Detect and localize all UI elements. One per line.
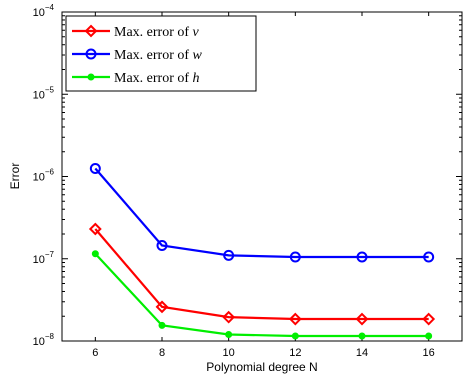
- data-point-diamond: [222, 310, 236, 324]
- x-tick-label: 10: [223, 347, 235, 359]
- y-axis-label: Error: [8, 163, 22, 190]
- data-point-dot: [91, 250, 99, 258]
- legend-label-w: Max. error of w: [114, 48, 203, 63]
- data-point-dot: [87, 73, 95, 81]
- legend-label-v: Max. error of v: [114, 25, 200, 40]
- data-point-diamond: [288, 312, 302, 326]
- x-ticks: 6 8 10 12 14 16: [92, 12, 435, 359]
- data-point-diamond: [422, 312, 436, 326]
- y-tick-label: 10−4: [33, 3, 55, 19]
- legend: Max. error of v Max. error of w Max. error…: [65, 15, 257, 92]
- data-point-circle: [156, 239, 168, 251]
- x-tick-label: 16: [423, 347, 435, 359]
- data-point-circle: [85, 48, 97, 60]
- data-point-dot: [225, 330, 233, 338]
- legend-label-h: Max. error of h: [114, 71, 200, 86]
- data-point-diamond: [155, 300, 169, 314]
- data-point-dot: [358, 332, 366, 340]
- series-line-v: [94, 228, 429, 321]
- y-tick-label: 10−8: [33, 332, 55, 348]
- data-point-circle: [223, 249, 235, 261]
- y-ticks: 10−8 10−7 10−6 10−5 10−4: [33, 3, 462, 348]
- data-point-dot: [158, 321, 166, 329]
- x-tick-label: 12: [289, 347, 301, 359]
- x-tick-label: 8: [159, 347, 165, 359]
- data-point-diamond: [88, 222, 102, 236]
- data-point-circle: [289, 251, 301, 263]
- series-line-h: [94, 253, 429, 338]
- data-point-dot: [291, 332, 299, 340]
- y-tick-label: 10−6: [33, 168, 55, 184]
- x-axis-label: Polynomial degree N: [206, 360, 317, 374]
- x-tick-label: 14: [356, 347, 368, 359]
- data-point-dot: [425, 332, 433, 340]
- y-tick-label: 10−5: [33, 85, 55, 101]
- series-lines: [88, 163, 436, 340]
- data-point-circle: [423, 251, 435, 263]
- data-point-circle: [89, 163, 101, 175]
- data-point-diamond: [84, 24, 98, 38]
- y-tick-label: 10−7: [33, 250, 55, 266]
- data-point-circle: [356, 251, 368, 263]
- data-point-diamond: [355, 312, 369, 326]
- series-line-w: [94, 167, 429, 259]
- x-tick-label: 6: [92, 347, 98, 359]
